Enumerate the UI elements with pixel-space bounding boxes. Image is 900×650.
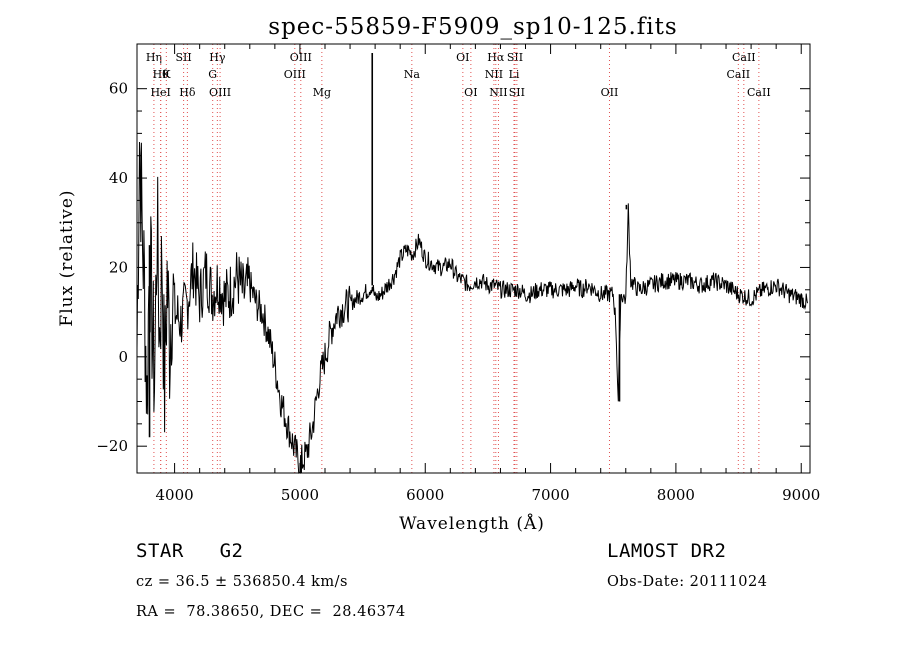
y-tick-label: −20 xyxy=(96,437,128,455)
object-class: STAR G2 xyxy=(136,540,244,562)
y-tick-label: 60 xyxy=(109,80,128,98)
line-label: HeI xyxy=(150,86,170,99)
line-label: SII xyxy=(507,51,523,64)
line-label: OI xyxy=(464,86,477,99)
line-label: OIII xyxy=(209,86,231,99)
line-label: OIII xyxy=(284,68,306,81)
x-tick-label: 8000 xyxy=(657,486,695,504)
redshift-readout: cz = 36.5 ± 536850.4 km/s xyxy=(136,574,348,590)
axes: 4000 5000 6000 7000 8000 9000 −20 0 20 40 60 xyxy=(96,43,820,504)
line-label: OIII xyxy=(290,51,312,64)
series-line xyxy=(136,141,808,474)
line-label: Hθ xyxy=(153,68,170,81)
x-tick-label: 7000 xyxy=(531,486,569,504)
line-label: NII xyxy=(485,68,503,81)
x-tick-label: 9000 xyxy=(782,486,820,504)
line-label: OII xyxy=(601,86,619,99)
plot-area xyxy=(136,52,808,474)
line-label: K xyxy=(162,68,171,81)
y-tick-label: 0 xyxy=(118,348,128,366)
x-tick-label: 4000 xyxy=(156,486,194,504)
y-tick-label: 40 xyxy=(109,169,128,187)
line-label: SII xyxy=(176,51,192,64)
line-label: SII xyxy=(509,86,525,99)
chart-title: spec-55859-F5909_sp10-125.fits xyxy=(268,14,677,40)
line-label: Na xyxy=(404,68,421,81)
x-tick-label: 6000 xyxy=(406,486,444,504)
plot-frame xyxy=(136,43,811,474)
y-tick-label: 20 xyxy=(109,258,128,276)
y-axis-label: Flux (relative) xyxy=(57,189,77,326)
line-label: G xyxy=(208,68,217,81)
observation-date: Obs-Date: 20111024 xyxy=(607,574,768,590)
line-label: CaII xyxy=(747,86,771,99)
line-label: Li xyxy=(509,68,520,81)
line-label: Hα xyxy=(487,51,505,64)
x-tick-label: 5000 xyxy=(281,486,319,504)
survey-name: LAMOST DR2 xyxy=(607,540,727,562)
line-label: Hγ xyxy=(209,51,226,64)
line-label: NII xyxy=(489,86,507,99)
coordinates-readout: RA = 78.38650, DEC = 28.46374 xyxy=(136,604,406,620)
line-label: OI xyxy=(456,51,469,64)
line-label: Hη xyxy=(146,51,162,64)
line-label: CaII xyxy=(726,68,750,81)
line-label: Mg xyxy=(313,86,331,99)
x-axis-label: Wavelength (Å) xyxy=(399,513,545,534)
line-label: Hδ xyxy=(179,86,196,99)
line-label: CaII xyxy=(732,51,756,64)
